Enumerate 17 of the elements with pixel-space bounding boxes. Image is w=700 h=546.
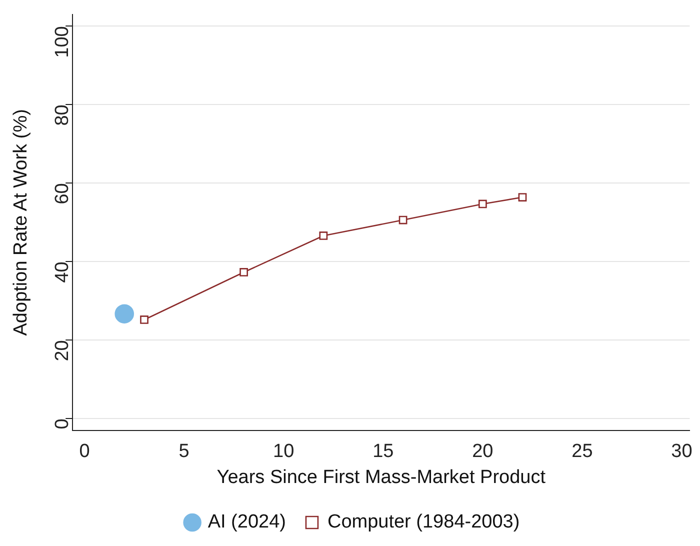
x-axis-title: Years Since First Mass-Market Product bbox=[216, 466, 546, 488]
x-tick-label: 0 bbox=[79, 441, 90, 462]
legend-label: AI (2024) bbox=[208, 512, 286, 533]
y-axis-title: Adoption Rate At Work (%) bbox=[10, 109, 32, 336]
y-tick-label: 80 bbox=[52, 104, 73, 126]
x-tick-label: 5 bbox=[178, 441, 190, 462]
y-tick-label: 20 bbox=[52, 340, 73, 362]
legend-label: Computer (1984-2003) bbox=[327, 512, 520, 533]
y-tick-label: 60 bbox=[52, 183, 73, 204]
x-tick-label: 15 bbox=[372, 441, 394, 462]
x-tick-label: 25 bbox=[572, 441, 593, 462]
y-tick-label: 40 bbox=[52, 262, 73, 283]
y-tick-label: 0 bbox=[52, 418, 73, 430]
y-tick-label: 100 bbox=[52, 26, 73, 58]
x-tick-label: 10 bbox=[273, 441, 294, 462]
x-tick-label: 30 bbox=[671, 441, 692, 462]
x-tick-label: 20 bbox=[472, 441, 494, 462]
